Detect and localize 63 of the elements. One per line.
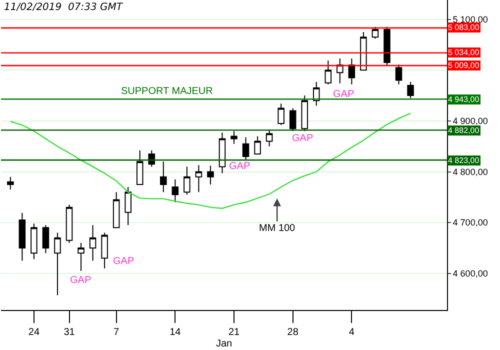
candlestick	[78, 242, 84, 272]
ref-line-label: 5 034,00	[448, 48, 480, 57]
candlestick	[66, 204, 73, 244]
annotation: GAP	[70, 275, 92, 286]
candlestick	[230, 130, 238, 144]
y-tick-label: 5 100,00	[452, 14, 488, 24]
ref-line-label: 4 823,00	[448, 156, 480, 165]
x-axis-title: Jan	[216, 338, 232, 350]
y-tick-label: 4 800,00	[452, 166, 488, 177]
annotation: 11/02/2019 07:33 GMT	[4, 2, 124, 13]
candlestick	[148, 150, 156, 168]
candlestick	[124, 186, 132, 226]
candlestick	[242, 136, 250, 161]
candlestick	[160, 161, 167, 193]
candlestick	[395, 64, 402, 85]
candlestick	[184, 166, 190, 196]
candlestick	[312, 81, 320, 106]
x-tick-label: 7	[114, 327, 120, 338]
candlestick	[42, 224, 50, 254]
candlestick	[89, 224, 96, 262]
candlestick	[7, 176, 14, 190]
x-tick-label: 28	[287, 327, 299, 338]
candlestick	[207, 165, 214, 185]
candlestick	[360, 32, 367, 71]
y-tick-label: 4 700,00	[452, 218, 488, 228]
candlestick	[372, 26, 379, 40]
ref-line-label: 5 083,00	[448, 23, 480, 32]
ref-line-label: 4 882,00	[448, 126, 480, 135]
candlestick	[18, 212, 26, 262]
candlestick	[407, 81, 414, 99]
annotation: GAP	[333, 89, 354, 100]
candlestick	[172, 178, 179, 203]
annotation: GAP	[292, 133, 314, 144]
annotation: GAP	[113, 256, 134, 267]
candlestick	[384, 26, 390, 66]
x-tick-label: 4	[348, 327, 355, 338]
x-tick-label: 14	[170, 327, 182, 338]
x-tick-label: 24	[28, 327, 40, 338]
candlestick	[136, 150, 144, 185]
candlestick	[54, 232, 61, 296]
candlestick	[348, 58, 356, 85]
candlestick	[278, 103, 284, 126]
x-tick-label: 31	[64, 327, 76, 338]
candlestick	[301, 95, 308, 132]
candlestick	[324, 60, 332, 85]
ref-line-label: 4 943,00	[448, 95, 480, 104]
candlestick	[101, 232, 108, 269]
line-series	[10, 112, 412, 209]
candlestick	[112, 192, 120, 228]
annotation: SUPPORT MAJEUR	[121, 86, 213, 97]
candlestick	[30, 223, 38, 260]
ref-line-label: 5 009,00	[448, 61, 480, 70]
candlestick	[336, 58, 344, 84]
x-tick-label: 21	[228, 327, 240, 338]
y-tick-label: 4 600,00	[452, 268, 488, 279]
y-tick-label: 4 900,00	[452, 116, 488, 126]
candlestick	[218, 132, 226, 174]
annotation: MM 100	[259, 223, 296, 234]
candlestick	[266, 129, 273, 147]
annotation: GAP	[229, 161, 250, 172]
candlestick	[195, 164, 202, 193]
candlestick	[254, 136, 261, 154]
candlestick	[289, 108, 296, 132]
